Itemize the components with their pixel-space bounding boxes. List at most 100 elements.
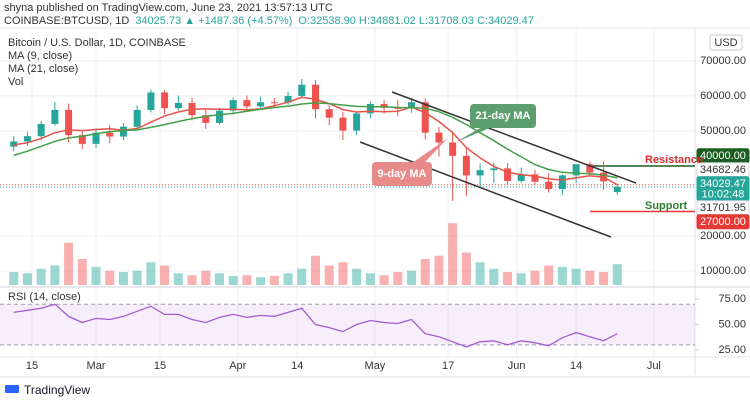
volume-bar bbox=[503, 272, 513, 285]
x-tick-label: 15 bbox=[154, 360, 166, 372]
candle-body bbox=[78, 135, 86, 144]
legend-entry: MA (9, close) bbox=[8, 50, 72, 62]
callout-box bbox=[372, 162, 432, 186]
price-label: 31701.95 bbox=[700, 202, 746, 214]
support-label: Support bbox=[645, 200, 687, 212]
callout-pointer bbox=[456, 127, 492, 142]
rsi-tick-label: 75.00 bbox=[718, 293, 746, 305]
volume-bar bbox=[91, 266, 101, 285]
candle-body bbox=[517, 174, 525, 182]
callout-pointer bbox=[412, 138, 448, 163]
volume-bar bbox=[352, 268, 362, 285]
volume-bar bbox=[585, 270, 595, 285]
candle-body bbox=[435, 132, 443, 143]
volume-bar bbox=[365, 273, 375, 285]
candle-body bbox=[133, 109, 141, 127]
logo[interactable]: TradingView bbox=[5, 383, 90, 397]
candle-body bbox=[353, 113, 361, 131]
candle-body bbox=[51, 109, 59, 124]
brand: TradingView bbox=[24, 383, 90, 397]
candle-body bbox=[92, 132, 100, 144]
volume-bar bbox=[22, 273, 32, 285]
x-tick-label: May bbox=[365, 360, 386, 372]
volume-bar bbox=[201, 270, 211, 285]
candle-body bbox=[311, 84, 319, 110]
candle-body bbox=[421, 102, 429, 133]
currency: USD bbox=[714, 37, 737, 49]
volume-bar bbox=[571, 268, 581, 285]
candle-body bbox=[449, 142, 457, 156]
x-tick-label: 15 bbox=[26, 360, 38, 372]
candle-body bbox=[298, 84, 306, 96]
legend-title: Bitcoin / U.S. Dollar, 1D, COINBASE bbox=[8, 37, 186, 49]
volume-bar bbox=[516, 273, 526, 285]
candle-body bbox=[174, 102, 182, 109]
ma-line bbox=[13, 102, 618, 179]
volume-bar bbox=[146, 262, 156, 285]
candle-body bbox=[476, 170, 484, 176]
x-tick-label: 17 bbox=[442, 360, 454, 372]
candle-body bbox=[572, 164, 580, 176]
candle-body bbox=[284, 95, 292, 103]
volume-bar bbox=[269, 275, 279, 285]
volume-bar bbox=[214, 273, 224, 285]
price-label: 34029.47 bbox=[700, 178, 746, 190]
publisher: shyna published on TradingView.com, June… bbox=[4, 2, 333, 14]
candle-body bbox=[366, 103, 374, 114]
rsi-tick-label: 25.00 bbox=[718, 344, 746, 356]
candle-body bbox=[23, 136, 31, 142]
candle-body bbox=[531, 174, 539, 182]
candle-body bbox=[270, 102, 278, 104]
trend-line bbox=[359, 141, 612, 238]
price-label-box bbox=[696, 214, 750, 230]
candle-body bbox=[325, 109, 333, 118]
volume-bar bbox=[310, 255, 320, 285]
volume-bar bbox=[105, 270, 115, 285]
volume-bar bbox=[118, 272, 128, 285]
volume-bar bbox=[324, 265, 334, 285]
candle-body bbox=[586, 164, 594, 173]
currency-box[interactable] bbox=[709, 34, 743, 51]
price-label: 34682.46 bbox=[700, 164, 746, 176]
price-label: 40000.00 bbox=[700, 150, 746, 162]
candle-body bbox=[119, 126, 127, 137]
candle-body bbox=[147, 92, 155, 110]
callout-text: 9-day MA bbox=[378, 168, 427, 180]
trend-line bbox=[391, 91, 637, 184]
legend-entry: MA (21, close) bbox=[8, 63, 78, 75]
volume-bar bbox=[461, 252, 471, 285]
volume-bar bbox=[77, 259, 87, 285]
volume-bar bbox=[297, 268, 307, 285]
candle-body bbox=[504, 168, 512, 182]
x-tick-label: Jul bbox=[647, 360, 661, 372]
price-label: 27000.00 bbox=[700, 216, 746, 228]
symbol-line: COINBASE:BTCUSD, 1D 34025.73 ▲ +1487.36 (… bbox=[4, 15, 534, 27]
candle-body bbox=[380, 103, 388, 108]
y-tick-label: 20000.00 bbox=[700, 230, 746, 242]
x-tick-label: 14 bbox=[291, 360, 303, 372]
rsi-line bbox=[13, 303, 618, 348]
volume-bar bbox=[599, 272, 609, 285]
candle-body bbox=[257, 102, 265, 107]
rsi-tick-label: 50.00 bbox=[718, 318, 746, 330]
price-label-countdown: 10:02:48 bbox=[702, 189, 745, 201]
y-tick-label: 10000.00 bbox=[700, 265, 746, 277]
volume-bar bbox=[187, 275, 197, 285]
volume-bar bbox=[160, 265, 170, 285]
volume-bar bbox=[612, 264, 622, 285]
volume-bar bbox=[283, 273, 293, 285]
rsi-legend: RSI (14, close) bbox=[8, 291, 81, 303]
volume-bar bbox=[407, 270, 417, 285]
volume-bar bbox=[228, 275, 238, 285]
x-tick-label: 14 bbox=[570, 360, 582, 372]
candle-body bbox=[339, 117, 347, 131]
volume-bar bbox=[420, 259, 430, 285]
callout-text: 21-day MA bbox=[475, 110, 530, 122]
volume-bar bbox=[489, 268, 499, 285]
volume-bar bbox=[393, 272, 403, 285]
candle-body bbox=[65, 109, 73, 136]
volume-bar bbox=[338, 262, 348, 285]
candle-body bbox=[215, 110, 223, 123]
volume-bar bbox=[256, 277, 266, 285]
